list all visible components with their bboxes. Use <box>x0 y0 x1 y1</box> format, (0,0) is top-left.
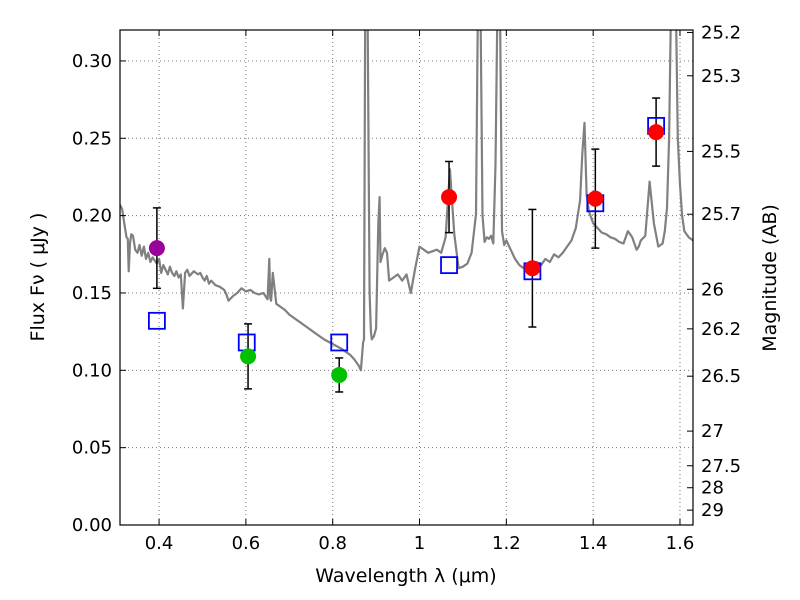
plot-area <box>120 30 693 393</box>
x-tick-label: 0.4 <box>145 533 174 554</box>
mag-tick-label: 25.2 <box>701 22 741 43</box>
y-tick-label: 0.10 <box>72 360 112 381</box>
grid-lines <box>120 30 693 526</box>
observed-point <box>148 240 165 257</box>
model-photometry-square <box>330 333 349 352</box>
y-tick-label: 0.05 <box>72 438 112 459</box>
mag-tick-label: 25.5 <box>701 141 741 162</box>
x-tick-label: 1.2 <box>492 533 521 554</box>
x-axis-label: Wavelength λ (μm) <box>315 565 496 587</box>
mag-tick-label: 27.5 <box>701 456 741 477</box>
observed-point <box>331 366 348 383</box>
model-photometry-square <box>147 311 166 330</box>
y-tick-label: 0.00 <box>72 515 112 536</box>
y-tick-label: 0.25 <box>72 128 112 149</box>
model-spectrum-line <box>120 30 693 372</box>
x-tick-label: 1.4 <box>579 533 608 554</box>
observed-point <box>441 189 458 206</box>
model-photometry-square <box>440 256 458 275</box>
y-tick-label: 0.20 <box>72 206 112 227</box>
mag-tick-label: 26.5 <box>701 366 741 387</box>
model-photometry-square <box>237 333 256 352</box>
y-tick-label: 0.30 <box>72 51 112 72</box>
observed-point <box>587 190 604 207</box>
mag-tick-label: 26.2 <box>701 319 741 340</box>
plot-frame <box>119 29 694 526</box>
mag-tick-label: 25.7 <box>701 204 741 225</box>
x-tick-label: 1 <box>414 533 425 554</box>
observed-point <box>240 348 257 365</box>
x-tick-label: 1.6 <box>666 533 695 554</box>
y-axis-label: Flux Fν ( μJy ) <box>27 213 49 342</box>
mag-tick-label: 27 <box>701 421 724 442</box>
mag-tick-label: 29 <box>701 500 724 521</box>
mag-tick-label: 28 <box>701 478 724 499</box>
y-axis-ticks: 0.00 0.05 0.10 0.15 0.20 0.25 0.30 <box>72 51 126 536</box>
observed-point <box>524 260 541 277</box>
mag-tick-label: 25.3 <box>701 66 741 87</box>
right-axis-label: Magnitude (AB) <box>759 204 781 352</box>
mag-tick-label: 26 <box>701 279 724 300</box>
observed-point <box>648 124 665 141</box>
y-tick-label: 0.15 <box>72 283 112 304</box>
x-tick-label: 0.6 <box>232 533 261 554</box>
observed-points <box>148 124 665 383</box>
model-photometry-points <box>147 117 666 352</box>
x-axis-ticks: 0.4 0.6 0.8 1 1.2 1.4 1.6 <box>145 30 695 554</box>
x-tick-label: 0.8 <box>318 533 347 554</box>
